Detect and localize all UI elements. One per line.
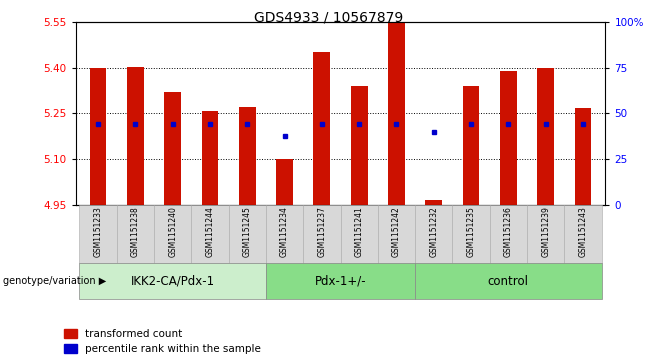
Text: GDS4933 / 10567879: GDS4933 / 10567879 [255,11,403,25]
Text: GSM1151235: GSM1151235 [467,207,476,257]
Bar [538,68,554,205]
Bar [388,23,405,205]
Text: GSM1151244: GSM1151244 [205,207,215,257]
Bar [239,107,256,205]
Bar [425,200,442,205]
Text: GSM1151237: GSM1151237 [317,207,326,257]
Bar [313,52,330,205]
Bar [276,159,293,205]
Text: GSM1151233: GSM1151233 [93,207,103,257]
Bar [351,86,368,205]
Bar [89,68,107,205]
Text: GSM1151240: GSM1151240 [168,207,177,257]
Text: GSM1151242: GSM1151242 [392,207,401,257]
Text: Pdx-1+/-: Pdx-1+/- [315,275,367,288]
Text: genotype/variation ▶: genotype/variation ▶ [3,276,107,286]
Text: GSM1151245: GSM1151245 [243,207,252,257]
Bar [463,86,480,205]
Text: GSM1151232: GSM1151232 [429,207,438,257]
Text: GSM1151236: GSM1151236 [504,207,513,257]
Legend: transformed count, percentile rank within the sample: transformed count, percentile rank withi… [64,329,261,354]
Text: GSM1151241: GSM1151241 [355,207,364,257]
Bar [500,71,517,205]
Text: GSM1151239: GSM1151239 [541,207,550,257]
Text: IKK2-CA/Pdx-1: IKK2-CA/Pdx-1 [130,275,215,288]
Bar [574,108,592,205]
Text: GSM1151234: GSM1151234 [280,207,289,257]
Bar [127,67,143,205]
Text: GSM1151238: GSM1151238 [131,207,140,257]
Text: control: control [488,275,529,288]
Bar [201,111,218,205]
Bar [164,92,181,205]
Text: GSM1151243: GSM1151243 [578,207,588,257]
